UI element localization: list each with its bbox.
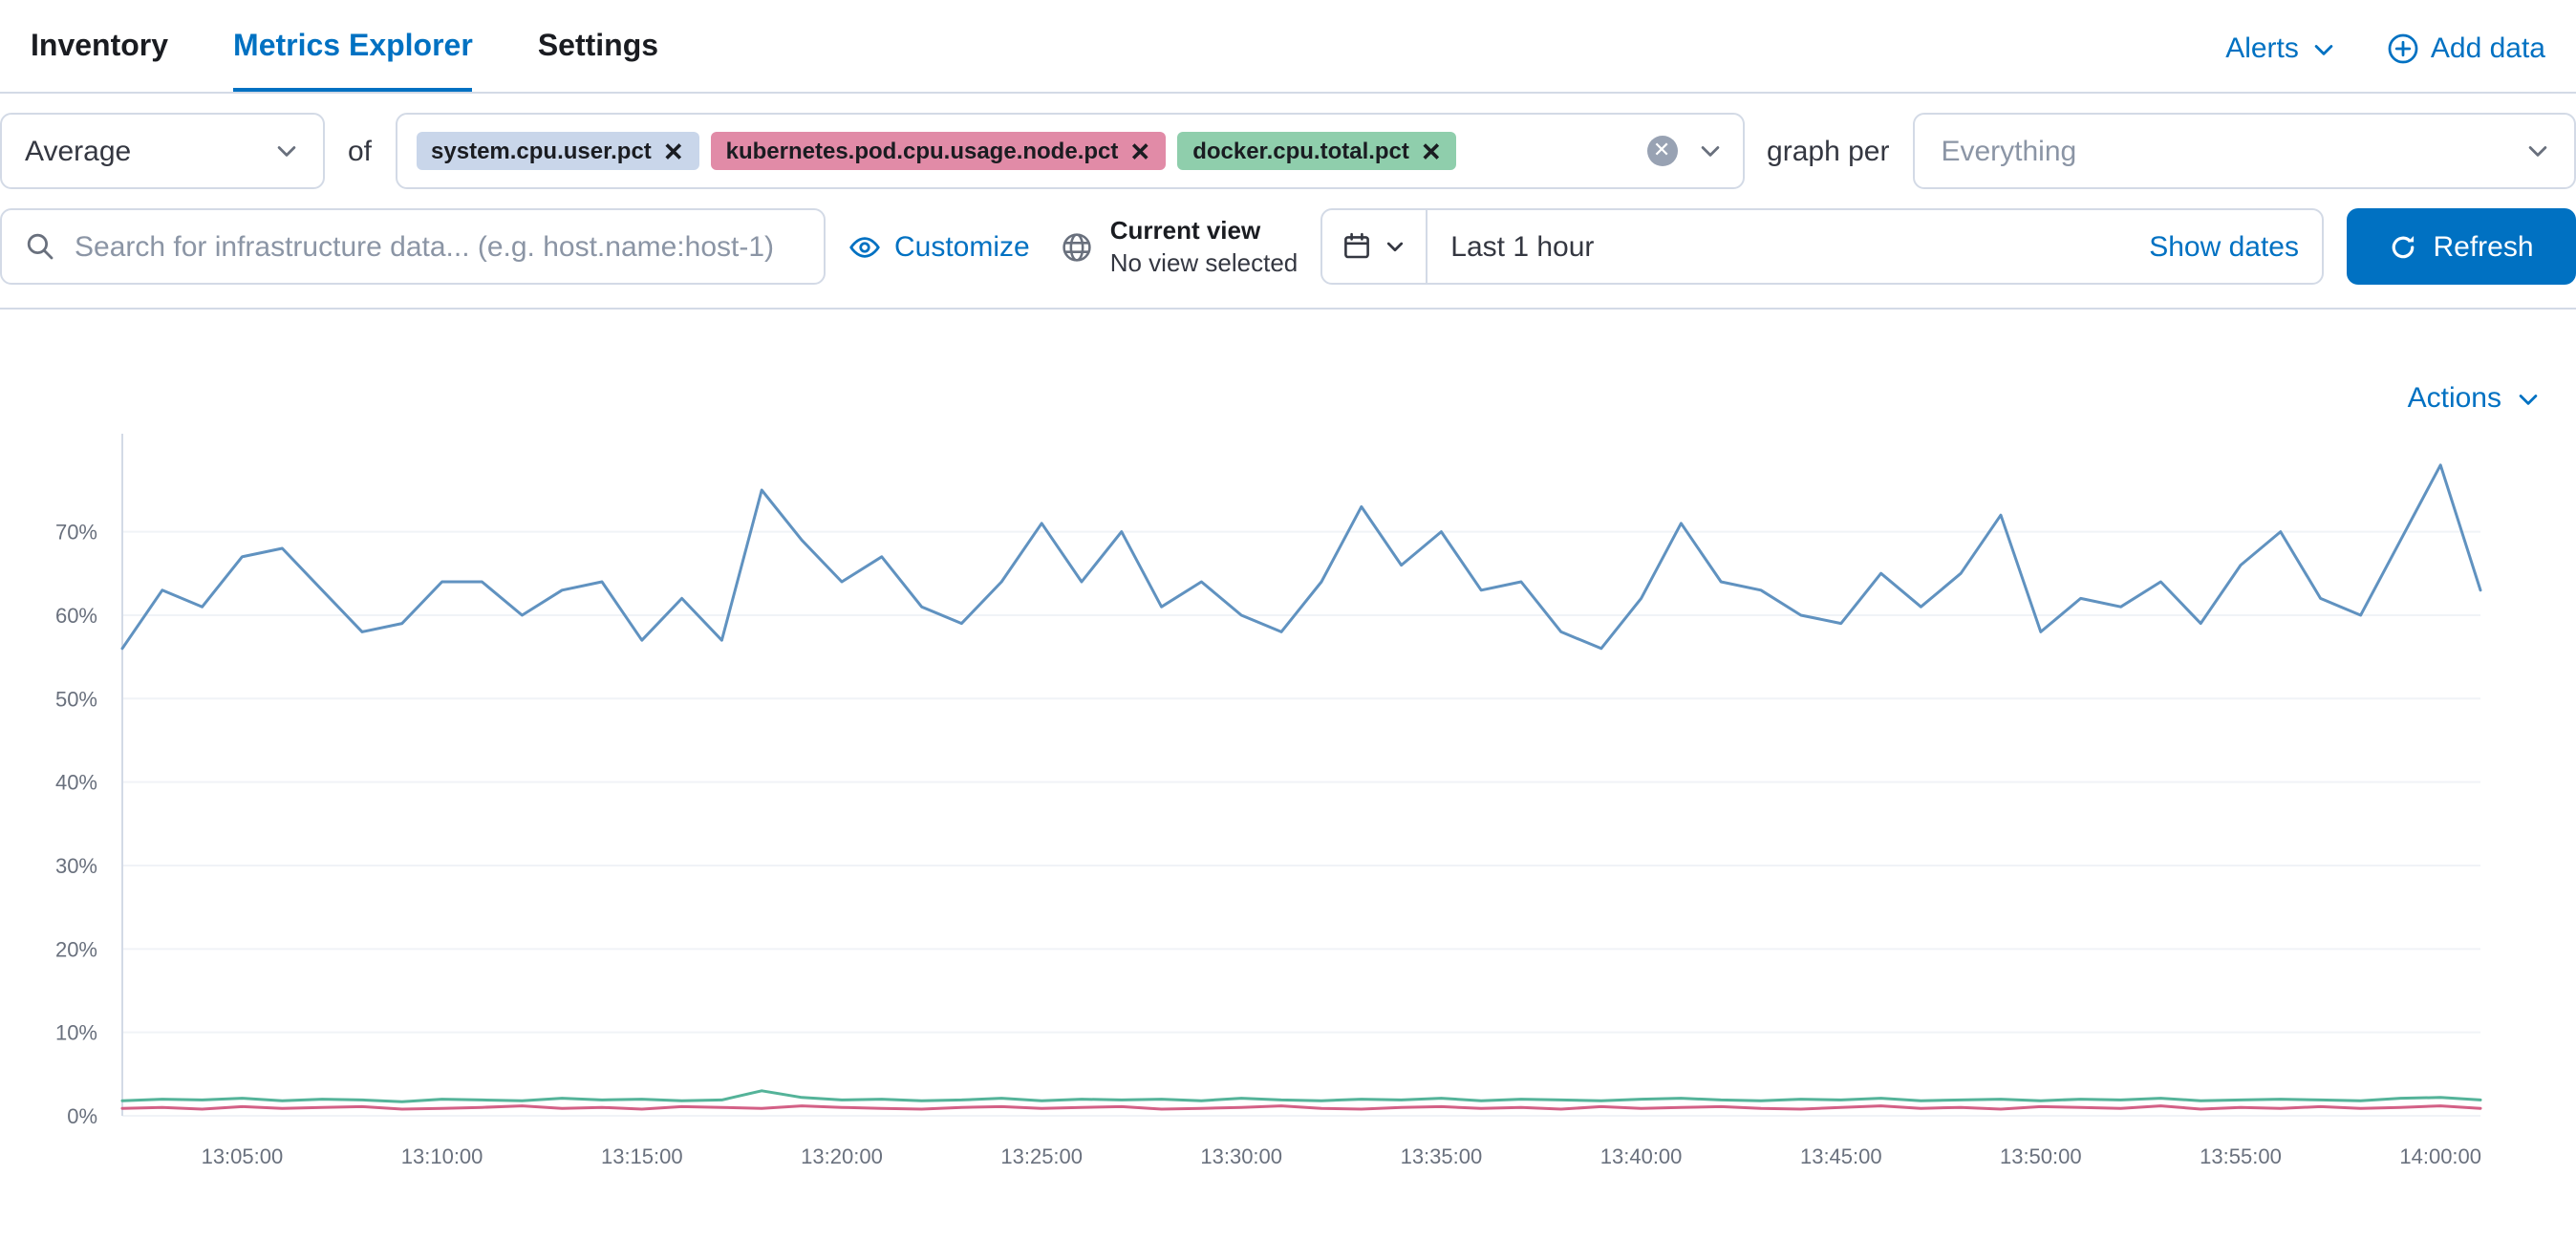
alerts-menu[interactable]: Alerts	[2225, 32, 2337, 65]
svg-text:13:35:00: 13:35:00	[1401, 1144, 1483, 1168]
tab-inventory[interactable]: Inventory	[31, 31, 169, 63]
metric-row: Average of system.cpu.user.pct ✕ kuberne…	[0, 113, 2576, 189]
time-range-value[interactable]: Last 1 hour	[1450, 230, 1595, 263]
svg-text:20%: 20%	[55, 937, 97, 961]
clear-selection-icon[interactable]: ✕	[1646, 136, 1678, 166]
group-by-input[interactable]	[1937, 133, 2524, 169]
actions-menu[interactable]: Actions	[2408, 382, 2542, 415]
svg-text:13:50:00: 13:50:00	[2000, 1144, 2082, 1168]
svg-text:13:55:00: 13:55:00	[2200, 1144, 2282, 1168]
svg-text:40%: 40%	[55, 771, 97, 795]
svg-text:13:40:00: 13:40:00	[1600, 1144, 1683, 1168]
metric-badge-label: kubernetes.pod.cpu.usage.node.pct	[725, 138, 1119, 164]
calendar-icon	[1342, 231, 1372, 262]
refresh-label: Refresh	[2433, 230, 2534, 263]
chevron-down-icon	[2515, 385, 2542, 412]
metrics-chart[interactable]: 0% 10% 20% 30% 40% 50% 60% 70% 13:05:00 13:10:00 1…	[0, 310, 2576, 1204]
quick-select-button[interactable]	[1322, 210, 1428, 283]
remove-metric-icon[interactable]: ✕	[1420, 137, 1442, 165]
search-input[interactable]	[71, 228, 801, 265]
svg-text:13:15:00: 13:15:00	[601, 1144, 683, 1168]
tab-metrics-explorer[interactable]: Metrics Explorer	[233, 31, 473, 92]
alerts-label: Alerts	[2225, 32, 2299, 65]
globe-icon	[1061, 230, 1093, 263]
chevron-down-icon	[2524, 138, 2551, 164]
add-data-button[interactable]: Add data	[2387, 32, 2545, 65]
svg-text:13:20:00: 13:20:00	[801, 1144, 883, 1168]
chevron-down-icon	[273, 138, 300, 164]
metric-badge: system.cpu.user.pct ✕	[416, 132, 699, 170]
metrics-combobox[interactable]: system.cpu.user.pct ✕ kubernetes.pod.cpu…	[395, 113, 1745, 189]
current-view-block[interactable]: Current view No view selected	[1061, 214, 1299, 279]
aggregation-value: Average	[25, 135, 132, 167]
add-data-label: Add data	[2430, 32, 2545, 65]
of-label: of	[348, 135, 373, 167]
chevron-down-icon	[1384, 235, 1406, 258]
nav-actions: Alerts Add data	[2225, 32, 2545, 92]
refresh-button[interactable]: Refresh	[2347, 208, 2576, 285]
customize-button[interactable]: Customize	[848, 230, 1030, 263]
tab-settings[interactable]: Settings	[537, 31, 659, 63]
top-navigation: Inventory Metrics Explorer Settings Aler…	[0, 0, 2576, 94]
remove-metric-icon[interactable]: ✕	[1129, 137, 1151, 165]
filter-bar: Average of system.cpu.user.pct ✕ kuberne…	[0, 94, 2576, 310]
date-picker: Last 1 hour Show dates	[1320, 208, 2324, 285]
aggregation-select[interactable]: Average	[0, 113, 325, 189]
metric-badge: kubernetes.pod.cpu.usage.node.pct ✕	[710, 132, 1167, 170]
metric-badge: docker.cpu.total.pct ✕	[1177, 132, 1457, 170]
svg-text:10%: 10%	[55, 1021, 97, 1045]
svg-text:30%: 30%	[55, 854, 97, 878]
actions-label: Actions	[2407, 382, 2501, 415]
svg-text:50%: 50%	[55, 687, 97, 711]
search-icon	[25, 231, 55, 262]
search-field	[0, 208, 826, 285]
chart-panel: Actions 0% 10% 20% 30% 40% 50% 60% 70% 13:05:00 1…	[0, 310, 2576, 1204]
svg-text:13:10:00: 13:10:00	[401, 1144, 483, 1168]
toolbar-row: Customize Current view No view selected	[0, 208, 2576, 285]
metric-badge-label: docker.cpu.total.pct	[1192, 138, 1409, 164]
chevron-down-icon[interactable]	[1696, 138, 1723, 164]
svg-text:13:45:00: 13:45:00	[1800, 1144, 1882, 1168]
nav-tabs: Inventory Metrics Explorer Settings	[31, 31, 658, 92]
current-view-value: No view selected	[1109, 248, 1299, 277]
svg-text:13:05:00: 13:05:00	[202, 1144, 284, 1168]
svg-text:60%: 60%	[55, 604, 97, 628]
svg-text:70%: 70%	[55, 521, 97, 545]
current-view-text: Current view No view selected	[1110, 214, 1299, 279]
eye-icon	[848, 230, 881, 263]
svg-text:13:25:00: 13:25:00	[1000, 1144, 1083, 1168]
graph-per-label: graph per	[1767, 135, 1890, 167]
combobox-controls: ✕	[1646, 136, 1723, 166]
chevron-down-icon	[2310, 35, 2337, 62]
refresh-icon	[2389, 232, 2417, 261]
svg-text:13:30:00: 13:30:00	[1200, 1144, 1282, 1168]
customize-label: Customize	[894, 230, 1030, 263]
current-view-title: Current view	[1109, 216, 1261, 245]
svg-text:14:00:00: 14:00:00	[2399, 1144, 2481, 1168]
remove-metric-icon[interactable]: ✕	[662, 137, 684, 165]
group-by-select[interactable]	[1912, 113, 2576, 189]
show-dates-button[interactable]: Show dates	[2149, 230, 2299, 263]
svg-text:0%: 0%	[67, 1104, 97, 1128]
plus-circle-icon	[2387, 32, 2419, 65]
metric-badge-label: system.cpu.user.pct	[431, 138, 652, 164]
